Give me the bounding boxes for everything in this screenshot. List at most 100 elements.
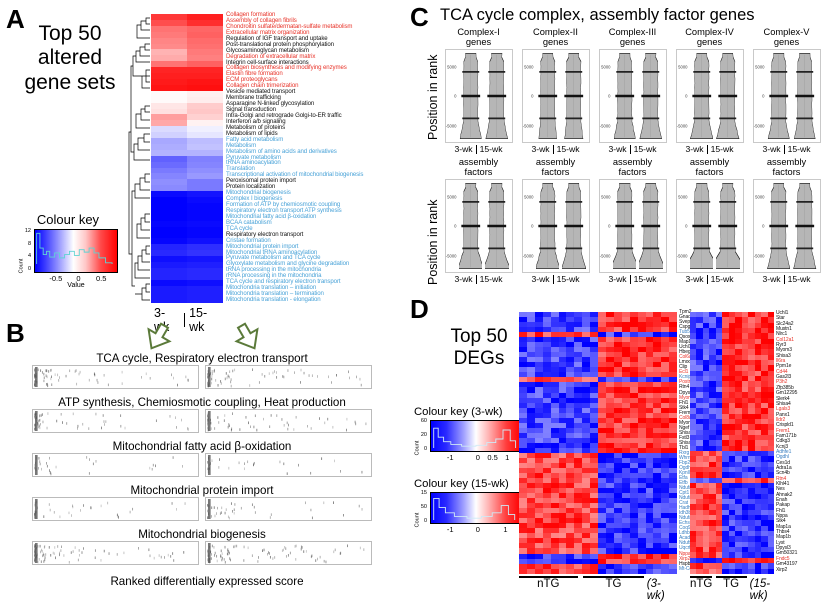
- heatmap-cell: [690, 370, 697, 377]
- violin-title-line2: factors: [541, 166, 570, 177]
- gene-set-label: Mitochondrial fatty acid β-oxidation: [226, 212, 317, 220]
- heatmap-cell: [566, 473, 575, 479]
- panel-d-letter: D: [410, 294, 429, 324]
- heatmap-cell: [534, 322, 543, 328]
- table-row: [519, 327, 678, 333]
- heatmap-cell: [748, 504, 755, 510]
- gene-label: Ces1d: [776, 459, 790, 466]
- heatmap-cell: [722, 493, 729, 500]
- heatmap-cell: [605, 473, 614, 479]
- heatmap-cell: [574, 452, 583, 458]
- heatmap-cell: [637, 548, 646, 554]
- heatmap-cell: [715, 456, 723, 462]
- heatmap-cell: [187, 149, 223, 156]
- heatmap-cell: [653, 543, 662, 549]
- heatmap-cell: [582, 528, 591, 534]
- heatmap-cell: [669, 352, 678, 358]
- heatmap-cell: [748, 312, 755, 318]
- heatmap-cell: [735, 333, 742, 339]
- heatmap-cell: [542, 362, 551, 368]
- x-tick: 0: [76, 274, 81, 283]
- table-row: [690, 397, 775, 403]
- heatmap-cell: [645, 312, 654, 318]
- y-tick: 12: [24, 227, 31, 234]
- heatmap-cell: [566, 498, 575, 504]
- heatmap-cell: [735, 568, 742, 574]
- table-row: [519, 473, 678, 479]
- group-age-15wk: (15-wk): [749, 578, 771, 602]
- heatmap-cell: [526, 518, 535, 524]
- heatmap-cell: [653, 432, 662, 438]
- heatmap-cell: [590, 488, 599, 494]
- heatmap-cell: [534, 483, 543, 489]
- heatmap-cell: [696, 386, 703, 393]
- heatmap-cell: [696, 354, 703, 361]
- table-row: [519, 392, 678, 398]
- heatmap-cell: [715, 317, 723, 323]
- group-bar-tg: [715, 576, 747, 578]
- heatmap-cell: [621, 503, 630, 509]
- heatmap-cell: [722, 365, 729, 371]
- y-tick: 5000: [678, 194, 688, 200]
- heatmap-cell: [151, 214, 187, 221]
- gene-set-label: Formation of ATP by chemiosmotic couplin…: [226, 201, 341, 208]
- heatmap-cell: [519, 563, 527, 569]
- heatmap-cell: [754, 531, 762, 537]
- heatmap-cell: [526, 457, 535, 463]
- heatmap-cell: [754, 392, 762, 398]
- heatmap-cell: [645, 367, 654, 373]
- violin-label-15wk: 15-wk: [787, 144, 811, 155]
- heatmap-cell: [613, 508, 622, 514]
- heatmap-cell: [722, 456, 729, 462]
- heatmap-cell: [534, 442, 543, 448]
- table-row: [519, 402, 678, 408]
- table-row: [690, 429, 775, 435]
- heatmap-cell: [151, 49, 187, 56]
- heatmap-cell: [741, 450, 749, 457]
- heatmap-cell: [696, 440, 703, 446]
- heatmap-cell: [728, 477, 736, 483]
- gene-set-label: BCAA catabolism: [226, 218, 272, 226]
- colour-key-x-label: Value: [67, 282, 85, 289]
- heatmap-cell: [629, 327, 638, 333]
- heatmap-cell: [761, 504, 768, 510]
- gene-label: Nlrc1: [776, 331, 788, 338]
- heatmap-cell: [709, 312, 716, 318]
- arrow-left-icon: [147, 322, 172, 350]
- heatmap-cell: [542, 528, 551, 534]
- heatmap-cell: [542, 457, 551, 463]
- heatmap-cell: [526, 503, 535, 509]
- heatmap-cell: [709, 520, 716, 526]
- gene-label: Coq9: [679, 525, 691, 532]
- heatmap-cell: [605, 488, 614, 494]
- heatmap-cell: [598, 432, 606, 438]
- heatmap-cell: [637, 362, 646, 368]
- heatmap-cell: [709, 450, 716, 457]
- heatmap-cell: [722, 557, 729, 564]
- heatmap-cell: [621, 513, 630, 519]
- colour-key-histogram: [36, 232, 113, 265]
- heatmap-cell: [722, 445, 729, 451]
- violin-label-3wk: 3-wk: [454, 144, 473, 155]
- gene-set-label: Collagen biosynthesis and modifying enzy…: [226, 64, 347, 72]
- gene-label: Hadh: [679, 505, 691, 512]
- y-tick: 20: [420, 432, 427, 438]
- heatmap-cell: [566, 317, 575, 323]
- heatmap-cell: [754, 563, 762, 569]
- heatmap-cell: [598, 412, 606, 418]
- heatmap-cell: [526, 357, 535, 363]
- y-tick: 0: [531, 223, 534, 229]
- heatmap-cell: [542, 503, 551, 509]
- heatmap-cell: [534, 417, 543, 423]
- heatmap-cell: [696, 477, 703, 483]
- heatmap-cell: [735, 472, 742, 478]
- heatmap-cell: [637, 533, 646, 539]
- heatmap-cell: [653, 558, 662, 564]
- heatmap-cell: [715, 466, 723, 473]
- heatmap-cell: [598, 508, 606, 514]
- heatmap-cell: [629, 467, 638, 473]
- heatmap-cell: [590, 478, 599, 484]
- gene-set-label: TCA cycle and respiratory electron trans…: [226, 278, 341, 286]
- heatmap-cell: [748, 499, 755, 505]
- heatmap-cell: [741, 370, 749, 377]
